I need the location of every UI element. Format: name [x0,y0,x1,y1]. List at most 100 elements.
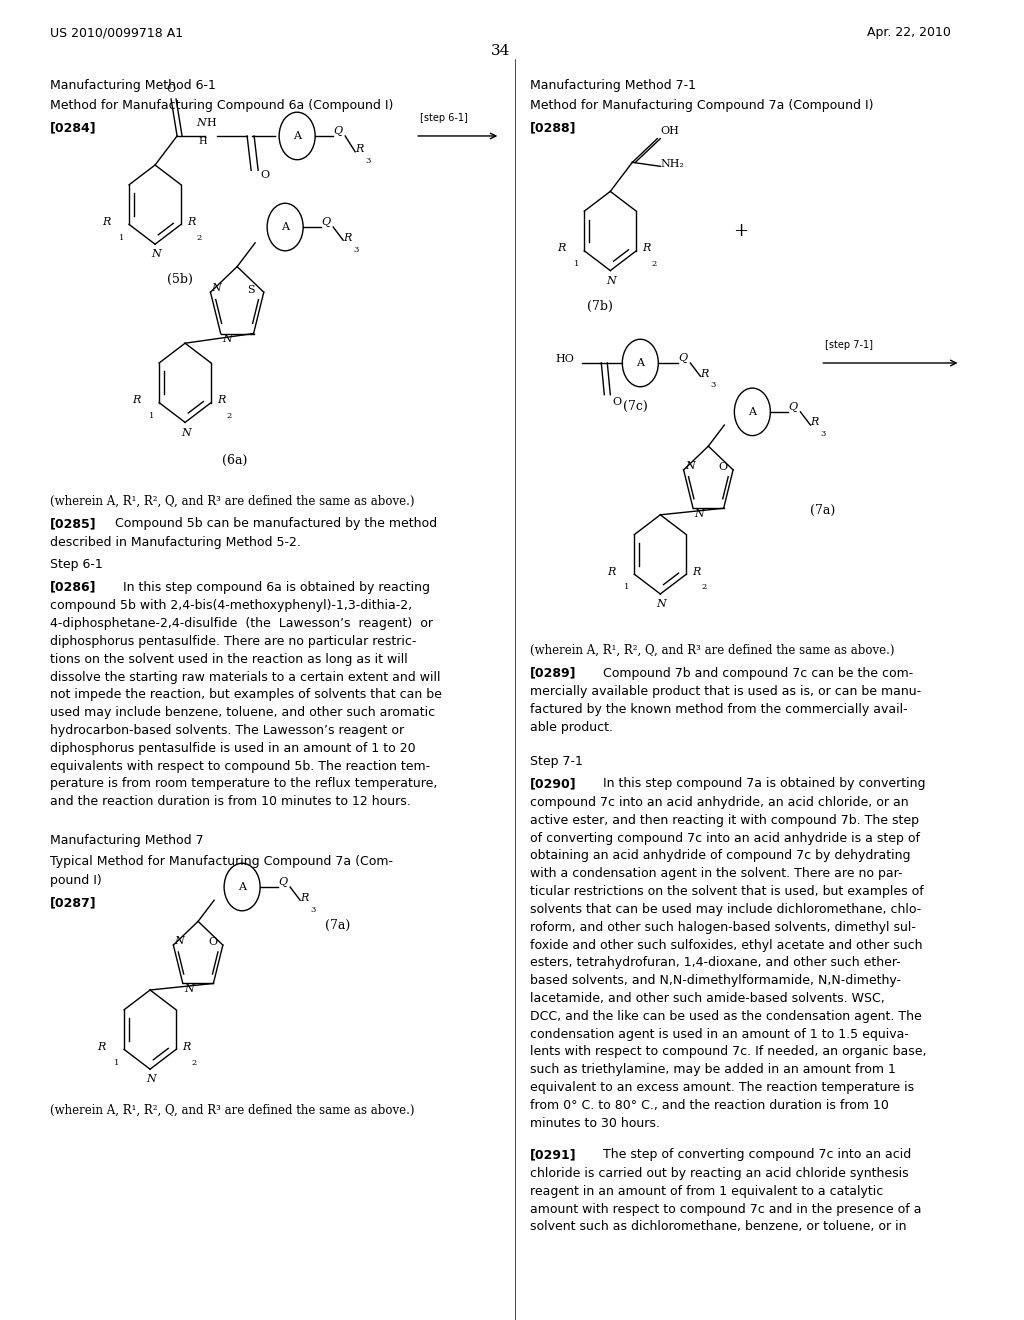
Text: Q: Q [788,401,798,412]
Text: Step 6-1: Step 6-1 [50,558,102,572]
Text: factured by the known method from the commercially avail-: factured by the known method from the co… [530,704,908,715]
Text: 1: 1 [150,412,155,420]
Text: R: R [187,216,196,227]
Text: tions on the solvent used in the reaction as long as it will: tions on the solvent used in the reactio… [50,652,408,665]
Text: diphosphorus pentasulfide is used in an amount of 1 to 20: diphosphorus pentasulfide is used in an … [50,742,416,755]
Text: N: N [212,284,221,293]
Text: obtaining an acid anhydride of compound 7c by dehydrating: obtaining an acid anhydride of compound … [530,850,910,862]
Text: (wherein A, R¹, R², Q, and R³ are defined the same as above.): (wherein A, R¹, R², Q, and R³ are define… [50,495,415,508]
Text: A: A [239,882,246,892]
Text: [0285]: [0285] [50,517,96,531]
Text: N: N [174,936,184,946]
Text: [0291]: [0291] [530,1148,577,1162]
Text: R: R [355,144,364,154]
Text: Apr. 22, 2010: Apr. 22, 2010 [866,26,950,40]
Text: (7c): (7c) [623,400,648,413]
Text: O: O [167,83,176,94]
Text: Method for Manufacturing Compound 7a (Compound I): Method for Manufacturing Compound 7a (Co… [530,99,873,112]
Text: hydrocarbon-based solvents. The Lawesson’s reagent or: hydrocarbon-based solvents. The Lawesson… [50,723,404,737]
Text: The step of converting compound 7c into an acid: The step of converting compound 7c into … [595,1148,911,1162]
Text: O: O [260,170,269,181]
Text: Typical Method for Manufacturing Compound 7a (Com-: Typical Method for Manufacturing Compoun… [50,855,393,869]
Text: 4-diphosphetane-2,4-disulfide  (the  Lawesson’s  reagent)  or: 4-diphosphetane-2,4-disulfide (the Lawes… [50,616,433,630]
Text: 1: 1 [114,1059,120,1067]
Text: N: N [184,983,194,994]
Text: described in Manufacturing Method 5-2.: described in Manufacturing Method 5-2. [50,536,301,549]
Text: Q: Q [279,876,288,887]
Text: with a condensation agent in the solvent. There are no par-: with a condensation agent in the solvent… [530,867,903,880]
Text: R: R [96,1041,105,1052]
Text: [step 6-1]: [step 6-1] [420,112,468,123]
Text: chloride is carried out by reacting an acid chloride synthesis: chloride is carried out by reacting an a… [530,1167,909,1180]
Text: S: S [247,285,255,294]
Text: A: A [749,407,757,417]
Text: N: N [694,508,703,519]
Text: R: R [217,395,225,405]
Text: 1: 1 [574,260,580,268]
Text: 1: 1 [625,583,630,591]
Text: Q: Q [322,216,331,227]
Text: amount with respect to compound 7c and in the presence of a: amount with respect to compound 7c and i… [530,1203,922,1216]
Text: [0286]: [0286] [50,581,96,594]
Text: R: R [132,395,140,405]
Text: 3: 3 [353,246,358,253]
Text: US 2010/0099718 A1: US 2010/0099718 A1 [50,26,183,40]
Text: used may include benzene, toluene, and other such aromatic: used may include benzene, toluene, and o… [50,706,435,719]
Text: of converting compound 7c into an acid anhydride is a step of: of converting compound 7c into an acid a… [530,832,921,845]
Text: reagent in an amount of from 1 equivalent to a catalytic: reagent in an amount of from 1 equivalen… [530,1185,884,1197]
Text: solvent such as dichloromethane, benzene, or toluene, or in: solvent such as dichloromethane, benzene… [530,1220,907,1233]
Text: N: N [222,334,231,343]
Text: R: R [300,892,308,903]
Text: and the reaction duration is from 10 minutes to 12 hours.: and the reaction duration is from 10 min… [50,795,411,808]
Text: 3: 3 [310,906,315,913]
Text: lacetamide, and other such amide-based solvents. WSC,: lacetamide, and other such amide-based s… [530,993,885,1005]
Text: 2: 2 [651,260,656,268]
Text: H: H [199,137,208,147]
Text: [0284]: [0284] [50,121,96,135]
Text: In this step compound 6a is obtained by reacting: In this step compound 6a is obtained by … [115,581,430,594]
Text: R: R [607,566,615,577]
Text: not impede the reaction, but examples of solvents that can be: not impede the reaction, but examples of… [50,689,442,701]
Text: [step 7-1]: [step 7-1] [825,339,873,350]
Text: able product.: able product. [530,721,613,734]
Text: OH: OH [660,125,679,136]
Text: Step 7-1: Step 7-1 [530,755,583,768]
Text: O: O [612,397,622,408]
Text: solvents that can be used may include dichloromethane, chlo-: solvents that can be used may include di… [530,903,922,916]
Text: R: R [642,243,650,253]
Text: H: H [206,117,216,128]
Text: diphosphorus pentasulfide. There are no particular restric-: diphosphorus pentasulfide. There are no … [50,635,417,648]
Text: A: A [636,358,644,368]
Text: [0290]: [0290] [530,777,577,791]
Text: In this step compound 7a is obtained by converting: In this step compound 7a is obtained by … [595,777,926,791]
Text: such as triethylamine, may be added in an amount from 1: such as triethylamine, may be added in a… [530,1063,896,1076]
Text: Q: Q [678,352,687,363]
Text: based solvents, and N,N-dimethylformamide, N,N-dimethy-: based solvents, and N,N-dimethylformamid… [530,974,901,987]
Text: ticular restrictions on the solvent that is used, but examples of: ticular restrictions on the solvent that… [530,884,924,898]
Text: pound I): pound I) [50,874,101,887]
Text: compound 7c into an acid anhydride, an acid chloride, or an: compound 7c into an acid anhydride, an a… [530,796,909,809]
Text: (wherein A, R¹, R², Q, and R³ are defined the same as above.): (wherein A, R¹, R², Q, and R³ are define… [530,644,895,657]
Text: R: R [101,216,110,227]
Text: (7a): (7a) [326,919,350,932]
Text: 34: 34 [490,44,510,58]
Text: N: N [197,117,206,128]
Text: [0289]: [0289] [530,667,577,680]
Text: [0287]: [0287] [50,896,96,909]
Text: (wherein A, R¹, R², Q, and R³ are defined the same as above.): (wherein A, R¹, R², Q, and R³ are define… [50,1104,415,1117]
Text: R: R [700,368,709,379]
Text: Q: Q [333,125,342,136]
Text: Method for Manufacturing Compound 6a (Compound I): Method for Manufacturing Compound 6a (Co… [50,99,393,112]
Text: N: N [656,599,667,610]
Text: foxide and other such sulfoxides, ethyl acetate and other such: foxide and other such sulfoxides, ethyl … [530,939,923,952]
Text: R: R [692,566,700,577]
Text: roform, and other such halogen-based solvents, dimethyl sul-: roform, and other such halogen-based sol… [530,921,916,933]
Text: N: N [152,249,161,260]
Text: R: R [557,243,565,253]
Text: 1: 1 [119,234,125,242]
Text: Manufacturing Method 7-1: Manufacturing Method 7-1 [530,79,696,92]
Text: 2: 2 [197,234,202,242]
Text: Manufacturing Method 7: Manufacturing Method 7 [50,834,204,847]
Text: 3: 3 [820,430,825,438]
Text: HO: HO [555,354,574,364]
